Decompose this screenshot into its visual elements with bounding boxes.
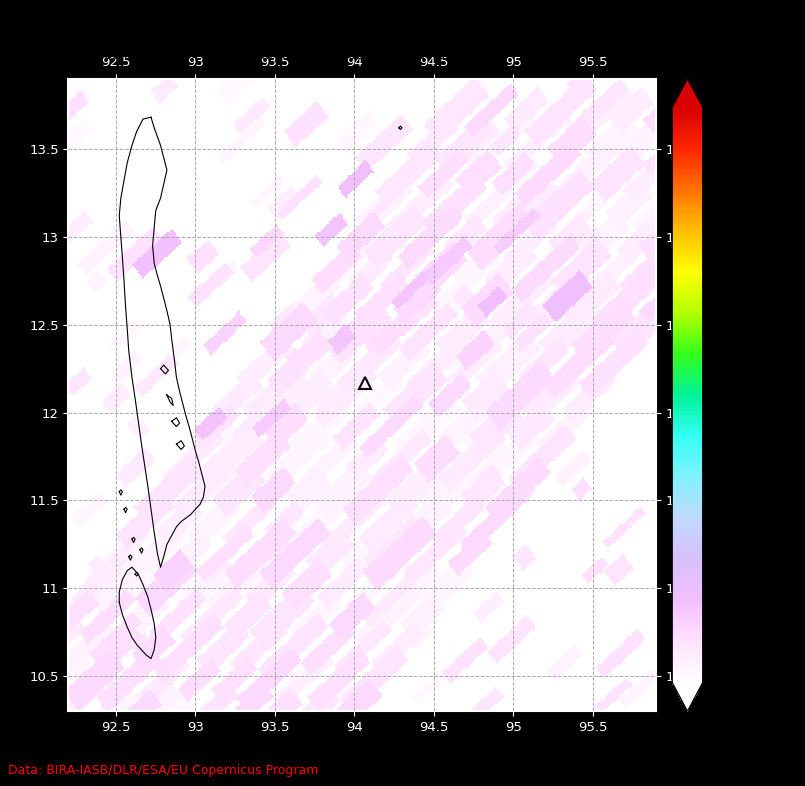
Y-axis label: SO₂ column TRM [DU]: SO₂ column TRM [DU] bbox=[739, 327, 752, 463]
Text: SO₂ mass: 0.0000 kt; SO₂ max: 0.53 DU at lon: 95.72 lat: 11.74 ; 06:33UTC: SO₂ mass: 0.0000 kt; SO₂ max: 0.53 DU at… bbox=[8, 49, 478, 62]
Text: Data: BIRA-IASB/DLR/ESA/EU Copernicus Program: Data: BIRA-IASB/DLR/ESA/EU Copernicus Pr… bbox=[8, 763, 319, 777]
PathPatch shape bbox=[672, 682, 703, 711]
PathPatch shape bbox=[672, 79, 703, 108]
Text: Sentinel-5P/TROPOMI - 02/27/2025 06:32-06:34 UT: Sentinel-5P/TROPOMI - 02/27/2025 06:32-0… bbox=[116, 22, 560, 40]
